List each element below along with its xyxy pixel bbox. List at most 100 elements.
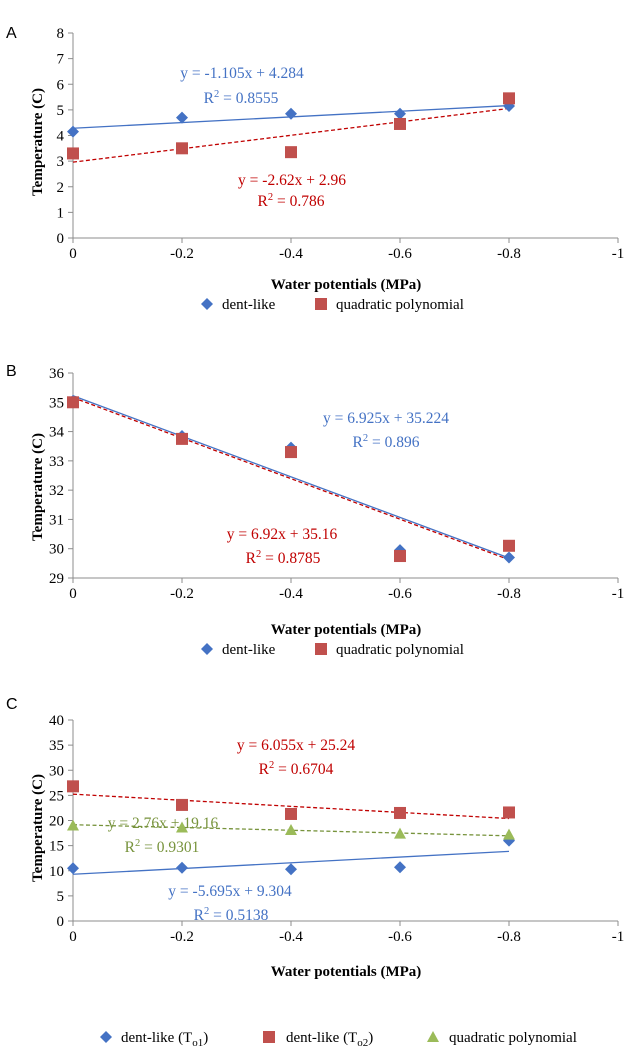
data-point <box>503 834 515 847</box>
data-point <box>285 146 297 159</box>
x-tick-label: -1 <box>612 586 625 602</box>
data-point <box>394 806 406 819</box>
x-tick-label: -0.6 <box>388 929 412 945</box>
legend: dent-like (To1) dent-like (To2) quadratic … <box>100 1030 577 1049</box>
data-point <box>176 111 188 124</box>
data-point <box>394 861 406 874</box>
trendline-2 <box>72 793 510 820</box>
panel-letter: C <box>6 696 18 713</box>
data-point <box>503 539 515 552</box>
axes: 29 30 31 32 33 34 35 36 0 -0.2 -0.4 -0.6 -0.8 -1 <box>49 366 624 602</box>
legend-label: dent-like <box>222 297 276 313</box>
trendline-1 <box>72 850 510 875</box>
x-tick-label: -0.2 <box>170 929 194 945</box>
series-1-points <box>67 834 515 876</box>
x-tick-label: -0.8 <box>497 586 521 602</box>
x-tick-label: -0.6 <box>388 246 412 262</box>
r-squared-label: R2 = 0.786 <box>258 192 325 210</box>
y-tick-label: 5 <box>57 889 65 905</box>
y-tick-label: 30 <box>49 763 64 779</box>
legend-marker <box>263 1031 275 1043</box>
x-tick-label: -0.4 <box>279 246 303 262</box>
panel-letter: B <box>6 363 17 380</box>
legend-marker <box>201 298 213 310</box>
data-point <box>394 107 406 120</box>
y-tick-label: 35 <box>49 395 64 411</box>
y-tick-label: 40 <box>49 713 64 729</box>
data-point <box>394 550 406 563</box>
x-axis-title: Water potentials (MPa) <box>271 622 422 638</box>
x-tick-label: -0.4 <box>279 929 303 945</box>
y-tick-label: 1 <box>57 205 65 221</box>
x-axis-title: Water potentials (MPa) <box>271 964 422 980</box>
y-tick-label: 15 <box>49 839 64 855</box>
r-squared-label: R2 = 0.8555 <box>204 89 279 107</box>
trendline-1 <box>72 395 510 559</box>
data-point <box>176 821 188 833</box>
r-squared-label: R2 = 0.8785 <box>246 549 321 567</box>
x-axis-title: Water potentials (MPa) <box>271 277 422 293</box>
y-tick-label: 6 <box>57 77 65 93</box>
series-2-points <box>67 92 515 160</box>
data-point <box>285 446 297 459</box>
legend-label: dent-like (To1) <box>121 1030 208 1049</box>
data-point <box>503 551 515 564</box>
x-tick-label: -0.6 <box>388 586 412 602</box>
chart-panel-c: C Water potentials (MPa) Temperature (C)… <box>0 690 640 1049</box>
y-tick-label: 8 <box>57 26 65 42</box>
data-point <box>67 396 79 409</box>
data-point <box>67 147 79 160</box>
data-point <box>394 117 406 130</box>
series-3-points <box>67 819 515 840</box>
data-point <box>285 107 297 120</box>
legend-label: dent-like <box>222 642 276 658</box>
x-tick-label: -1 <box>612 929 625 945</box>
trendline-equation: y = -1.105x + 4.284 <box>180 65 304 82</box>
y-tick-label: 29 <box>49 571 64 587</box>
data-point <box>67 819 79 831</box>
legend: dent-like quadratic polynomial <box>201 642 464 658</box>
legend-marker <box>315 298 327 310</box>
x-tick-label: -0.2 <box>170 586 194 602</box>
x-tick-label: -0.8 <box>497 929 521 945</box>
y-tick-label: 31 <box>49 512 64 528</box>
y-tick-label: 34 <box>49 425 65 441</box>
y-tick-label: 4 <box>57 129 65 145</box>
y-tick-label: 32 <box>49 483 64 499</box>
y-tick-label: 20 <box>49 814 64 830</box>
data-point <box>67 125 79 138</box>
y-axis-title: Temperature (C) <box>30 774 46 882</box>
y-tick-label: 35 <box>49 738 64 754</box>
x-tick-label: -0.4 <box>279 586 303 602</box>
y-tick-label: 30 <box>49 542 64 558</box>
r-squared-label: R2 = 0.9301 <box>125 838 200 856</box>
data-point <box>67 862 79 875</box>
legend-label: dent-like (To2) <box>286 1030 373 1049</box>
x-tick-label: 0 <box>69 586 77 602</box>
legend: dent-like quadratic polynomial <box>201 297 464 313</box>
axes: 0 1 2 3 4 5 6 7 8 0 -0.2 -0.4 -0.6 -0.8 -1 <box>57 26 625 262</box>
series-1-points <box>67 100 515 138</box>
x-tick-label: -0.8 <box>497 246 521 262</box>
chart-panel-b: B Water potentials (MPa) Temperature (C)… <box>0 345 640 681</box>
data-point <box>67 780 79 793</box>
y-tick-label: 2 <box>57 180 65 196</box>
r-squared-label: R2 = 0.6704 <box>259 760 334 778</box>
data-point <box>176 798 188 811</box>
data-point <box>503 806 515 819</box>
panel-letter: A <box>6 25 17 42</box>
trendline-equation: y = 6.055x + 25.24 <box>237 737 355 754</box>
series-2-points <box>67 396 515 563</box>
chart-panel-c-svg: C Water potentials (MPa) Temperature (C)… <box>6 696 625 1049</box>
x-tick-label: 0 <box>69 929 77 945</box>
legend-label: quadratic polynomial <box>336 642 464 658</box>
series-2-points <box>67 780 515 820</box>
data-point <box>176 142 188 155</box>
data-point <box>394 827 406 839</box>
x-tick-label: -1 <box>612 246 625 262</box>
r-squared-label: R2 = 0.5138 <box>194 906 269 924</box>
data-point <box>285 863 297 876</box>
trendline-equation: y = -5.695x + 9.304 <box>168 883 292 900</box>
data-point <box>285 824 297 836</box>
